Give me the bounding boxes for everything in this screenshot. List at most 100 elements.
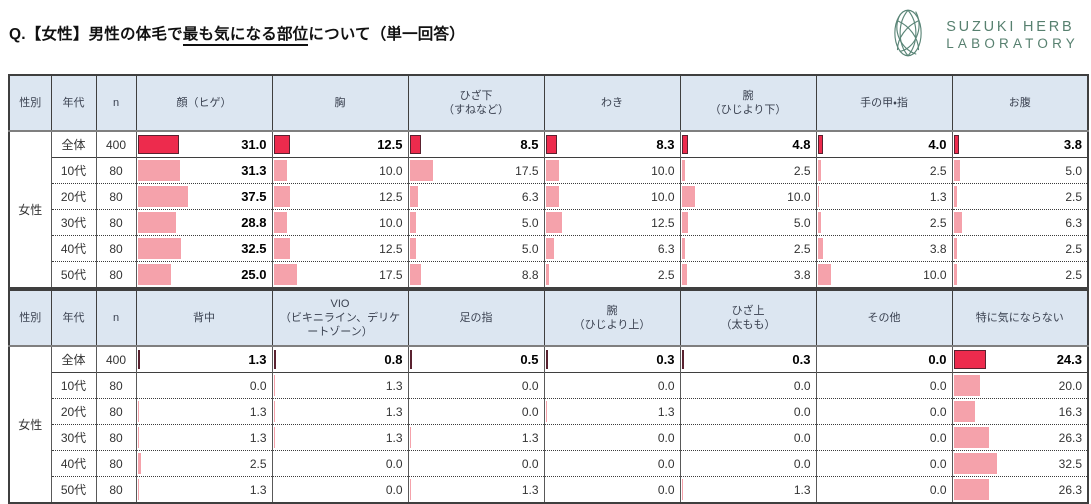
value-bar — [137, 401, 140, 422]
value-label: 12.5 — [379, 189, 403, 204]
value-cell: 6.3 — [951, 209, 1089, 236]
value-cell: 0.0 — [543, 424, 681, 451]
value-cell: 0.0 — [815, 476, 953, 503]
value-label: 6.3 — [1065, 215, 1082, 230]
value-bar — [273, 264, 298, 285]
value-bar — [545, 186, 559, 207]
value-cell: 16.3 — [951, 398, 1089, 425]
value-bar — [681, 479, 684, 500]
value-bar — [409, 479, 412, 500]
value-cell: 0.0 — [815, 450, 953, 477]
header-cell: n — [95, 74, 137, 132]
value-label: 1.3 — [385, 404, 403, 419]
value-cell: 0.0 — [679, 398, 817, 425]
age-cell: 20代 — [50, 183, 97, 210]
value-label: 0.0 — [249, 378, 267, 393]
age-cell: 20代 — [50, 398, 97, 425]
value-bar — [681, 160, 685, 181]
n-cell: 80 — [95, 209, 137, 236]
value-cell: 5.0 — [407, 209, 545, 236]
value-label: 1.3 — [521, 430, 539, 445]
header-cell-category: お腹 — [951, 74, 1089, 132]
value-cell: 12.5 — [271, 235, 409, 262]
header-cell: 年代 — [50, 74, 97, 132]
value-cell: 1.3 — [135, 346, 273, 373]
value-cell: 2.5 — [951, 235, 1089, 262]
value-bar — [545, 264, 549, 285]
value-label: 0.0 — [657, 456, 675, 471]
value-label: 1.3 — [657, 404, 675, 419]
value-bar — [953, 401, 976, 422]
header-cell-category: ひざ上 （太もも） — [679, 289, 817, 347]
value-bar — [953, 135, 959, 154]
value-label: 5.0 — [521, 241, 539, 256]
value-label: 28.8 — [241, 215, 267, 230]
value-cell: 32.5 — [951, 450, 1089, 477]
value-label: 8.8 — [521, 267, 539, 282]
value-label: 0.0 — [928, 352, 947, 367]
value-bar — [409, 427, 412, 448]
value-label: 2.5 — [249, 456, 267, 471]
table-row: 40代 80 32.5 12.5 5.0 6.3 2.5 3.8 2.5 — [9, 235, 1089, 262]
value-label: 32.5 — [241, 241, 267, 256]
header-cell-category: 手の甲・指 — [815, 74, 953, 132]
value-cell: 0.0 — [543, 450, 681, 477]
value-bar — [953, 264, 957, 285]
value-label: 10.0 — [651, 163, 675, 178]
value-label: 3.8 — [929, 241, 947, 256]
table-row: 20代 80 1.3 1.3 0.0 1.3 0.0 0.0 16.3 — [9, 398, 1089, 425]
survey-table-1: 性別 年代 n 顔（ヒゲ）胸ひざ下 （すねなど） わき腕 （ひじより下） 手の甲・指 お腹女… — [8, 74, 1089, 289]
value-label: 10.0 — [651, 189, 675, 204]
value-bar — [137, 264, 172, 285]
value-label: 2.5 — [793, 163, 811, 178]
value-cell: 0.0 — [407, 450, 545, 477]
value-cell: 28.8 — [135, 209, 273, 236]
value-bar — [817, 186, 820, 207]
value-label: 32.5 — [1058, 456, 1082, 471]
value-bar — [409, 135, 421, 154]
header-cell-category: 足の指 — [407, 289, 545, 347]
value-label: 2.5 — [1065, 241, 1082, 256]
value-cell: 1.3 — [271, 424, 409, 451]
value-cell: 0.0 — [815, 398, 953, 425]
value-label: 0.8 — [384, 352, 403, 367]
value-bar — [273, 401, 276, 422]
value-cell: 12.5 — [271, 183, 409, 210]
value-label: 0.5 — [520, 352, 539, 367]
value-label: 4.8 — [792, 137, 811, 152]
header-cell-category: その他 — [815, 289, 953, 347]
age-cell: 10代 — [50, 157, 97, 184]
value-cell: 12.5 — [543, 209, 681, 236]
logo-wordmark: SUZUKI HERB LABORATORY — [946, 18, 1079, 53]
value-label: 0.0 — [929, 482, 947, 497]
header-row: 性別 年代 n 背中 VIO （ビキニライン、デリケートゾーン） 足の指腕 （ひじより上）… — [8, 289, 1089, 347]
value-cell: 6.3 — [407, 183, 545, 210]
value-label: 2.5 — [929, 163, 947, 178]
value-cell: 0.0 — [407, 372, 545, 399]
value-bar — [409, 212, 417, 233]
value-label: 1.3 — [249, 482, 267, 497]
age-cell: 50代 — [50, 261, 97, 288]
table-row: 女性 全体 400 31.0 12.5 8.5 8.3 4.8 4.0 3.8 — [8, 131, 1089, 289]
value-bar — [681, 264, 687, 285]
suzuki-herb-laboratory-logo: SUZUKI HERB LABORATORY — [880, 5, 1079, 66]
value-label: 2.5 — [929, 215, 947, 230]
value-bar — [137, 160, 180, 181]
value-cell: 37.5 — [135, 183, 273, 210]
value-bar — [953, 479, 989, 500]
value-cell: 1.3 — [135, 476, 273, 503]
value-label: 37.5 — [241, 189, 267, 204]
value-label: 1.3 — [385, 378, 403, 393]
value-cell: 0.0 — [679, 372, 817, 399]
value-label: 10.0 — [787, 189, 811, 204]
value-bar — [409, 350, 412, 369]
value-bar — [681, 238, 685, 259]
value-label: 1.3 — [385, 430, 403, 445]
value-bar — [409, 186, 418, 207]
value-bar — [545, 212, 563, 233]
table-row: 50代 80 25.0 17.5 8.8 2.5 3.8 10.0 2.5 — [9, 261, 1089, 288]
value-label: 12.5 — [651, 215, 675, 230]
value-label: 2.5 — [657, 267, 675, 282]
value-label: 0.3 — [792, 352, 811, 367]
value-label: 24.3 — [1056, 352, 1082, 367]
